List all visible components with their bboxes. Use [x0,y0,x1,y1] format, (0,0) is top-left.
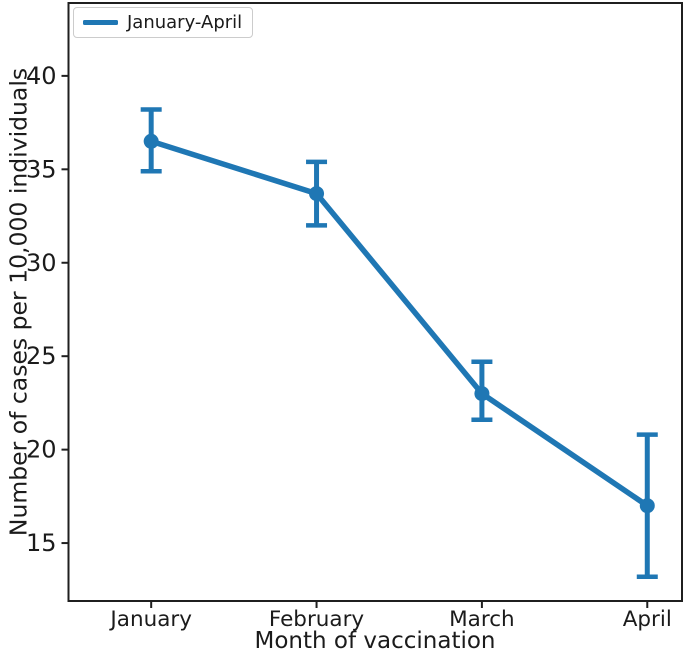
data-point-marker [474,386,490,402]
x-tick-label: February [269,607,365,632]
y-tick-label: 30 [26,249,57,277]
x-tick-label: April [623,607,672,632]
y-tick-label: 20 [26,436,57,464]
x-tick-label: January [108,607,192,632]
legend-line-swatch [83,20,118,25]
x-axis-label: Month of vaccination [254,628,496,654]
y-tick-label: 25 [26,342,57,370]
y-tick-label: 15 [26,529,57,557]
data-point-marker [639,498,655,514]
plot-border [67,2,683,602]
data-point-marker [143,133,159,149]
legend-label: January-April [127,11,243,33]
legend: January-April [73,7,254,38]
data-point-marker [309,186,325,202]
x-tick-label: March [449,607,515,632]
data-line [148,138,651,509]
y-tick-label: 35 [26,155,57,183]
y-axis-label: Number of cases per 10,000 individuals [4,67,33,537]
y-tick-label: 40 [26,62,57,90]
